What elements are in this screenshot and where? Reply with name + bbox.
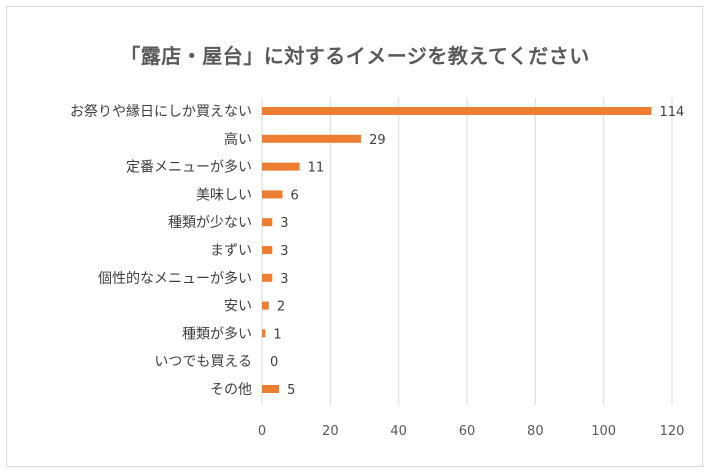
chart-title: 「露店・屋台」に対するイメージを教えてください bbox=[120, 44, 590, 68]
bar bbox=[262, 218, 273, 227]
category-labels: お祭りや縁日にしか買えない高い定番メニューが多い美味しい種類が少ないまずい個性的… bbox=[70, 104, 252, 398]
category-label: いつでも買える bbox=[154, 354, 252, 370]
data-label: 29 bbox=[369, 133, 386, 148]
data-label: 3 bbox=[280, 244, 288, 259]
bar bbox=[262, 134, 362, 143]
data-label: 2 bbox=[277, 300, 285, 315]
x-tick-label: 0 bbox=[258, 424, 266, 439]
bar bbox=[262, 329, 266, 338]
category-label: 個性的なメニューが多い bbox=[98, 270, 252, 287]
category-label: 安い bbox=[224, 299, 252, 315]
data-label: 0 bbox=[270, 355, 278, 370]
category-label: 定番メニューが多い bbox=[126, 159, 252, 176]
x-tick-label: 40 bbox=[390, 424, 407, 439]
category-label: 高い bbox=[224, 131, 252, 148]
data-label: 114 bbox=[660, 105, 685, 120]
category-label: その他 bbox=[210, 382, 252, 398]
bars bbox=[262, 107, 652, 393]
chart-frame bbox=[6, 6, 703, 467]
category-label: お祭りや縁日にしか買えない bbox=[70, 104, 252, 120]
category-label: 種類が多い bbox=[182, 325, 252, 342]
bar bbox=[262, 385, 280, 393]
bar bbox=[262, 190, 283, 199]
x-axis-ticks: 0 20 40 60 80 100 120 bbox=[258, 424, 685, 439]
bar bbox=[262, 107, 652, 115]
x-tick-label: 80 bbox=[527, 424, 544, 439]
x-tick-label: 20 bbox=[322, 424, 339, 439]
x-tick-label: 60 bbox=[459, 424, 476, 439]
data-label: 5 bbox=[287, 383, 295, 398]
category-label: 種類が少ない bbox=[168, 215, 252, 231]
gridlines bbox=[261, 98, 673, 405]
bar bbox=[262, 301, 269, 310]
bar bbox=[262, 246, 273, 254]
x-tick-label: 100 bbox=[591, 424, 616, 439]
data-label: 3 bbox=[280, 216, 288, 231]
bar bbox=[262, 162, 300, 171]
category-label: 美味しい bbox=[196, 187, 252, 203]
data-label: 11 bbox=[308, 161, 325, 176]
data-label: 6 bbox=[291, 188, 299, 203]
data-label: 3 bbox=[280, 272, 288, 287]
data-label: 1 bbox=[273, 327, 281, 342]
x-tick-label: 120 bbox=[660, 424, 685, 439]
category-label: まずい bbox=[210, 243, 252, 259]
bar bbox=[262, 273, 273, 282]
